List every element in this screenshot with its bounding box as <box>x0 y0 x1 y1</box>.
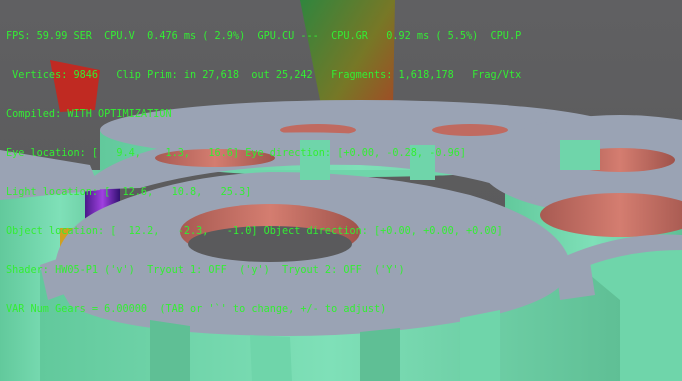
red-object-left <box>50 60 100 112</box>
gear-middle <box>80 132 600 200</box>
gear-front <box>40 172 620 381</box>
